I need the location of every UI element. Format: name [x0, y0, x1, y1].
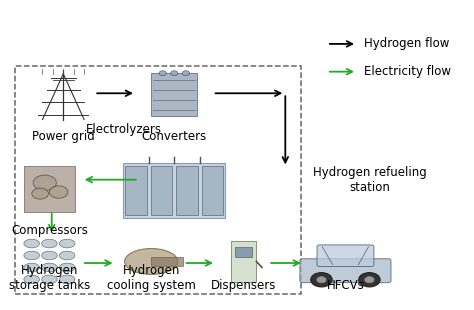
Text: Hydrogen
cooling system: Hydrogen cooling system [107, 264, 196, 292]
Circle shape [365, 277, 374, 283]
Text: Hydrogen flow: Hydrogen flow [364, 38, 449, 51]
Ellipse shape [125, 249, 178, 274]
Bar [126, 166, 147, 215]
Ellipse shape [42, 263, 57, 272]
Ellipse shape [59, 263, 75, 272]
Ellipse shape [42, 251, 57, 260]
Bar [151, 257, 183, 266]
Circle shape [49, 186, 68, 198]
Bar [151, 73, 198, 117]
Text: Hydrogen
storage tanks: Hydrogen storage tanks [9, 264, 90, 292]
Ellipse shape [24, 239, 39, 248]
Bar [15, 65, 301, 294]
Text: Electricity flow: Electricity flow [364, 65, 451, 78]
Ellipse shape [59, 251, 75, 260]
FancyBboxPatch shape [300, 259, 391, 283]
Text: Dispensers: Dispensers [211, 279, 276, 292]
Text: Power grid: Power grid [32, 130, 95, 143]
Ellipse shape [24, 275, 39, 284]
Ellipse shape [59, 275, 75, 284]
Text: Electrolyzers: Electrolyzers [85, 123, 162, 136]
Text: Hydrogen refueling
station: Hydrogen refueling station [313, 166, 427, 194]
Text: Compressors: Compressors [11, 224, 88, 237]
Ellipse shape [42, 239, 57, 248]
Text: HFCVs: HFCVs [327, 279, 365, 292]
Circle shape [359, 272, 380, 287]
Ellipse shape [24, 263, 39, 272]
Circle shape [32, 188, 48, 199]
Bar [24, 166, 75, 212]
Circle shape [317, 277, 326, 283]
Circle shape [171, 71, 178, 76]
Ellipse shape [24, 251, 39, 260]
FancyBboxPatch shape [317, 245, 374, 267]
Bar [176, 166, 198, 215]
Ellipse shape [59, 239, 75, 248]
Bar [235, 247, 252, 258]
Circle shape [311, 272, 332, 287]
Circle shape [182, 71, 190, 76]
Text: Converters: Converters [142, 130, 207, 143]
Bar [151, 166, 172, 215]
Circle shape [159, 71, 166, 76]
Circle shape [33, 175, 56, 190]
Ellipse shape [42, 275, 57, 284]
Bar [123, 163, 225, 218]
Bar [202, 166, 223, 215]
Bar [231, 241, 256, 281]
